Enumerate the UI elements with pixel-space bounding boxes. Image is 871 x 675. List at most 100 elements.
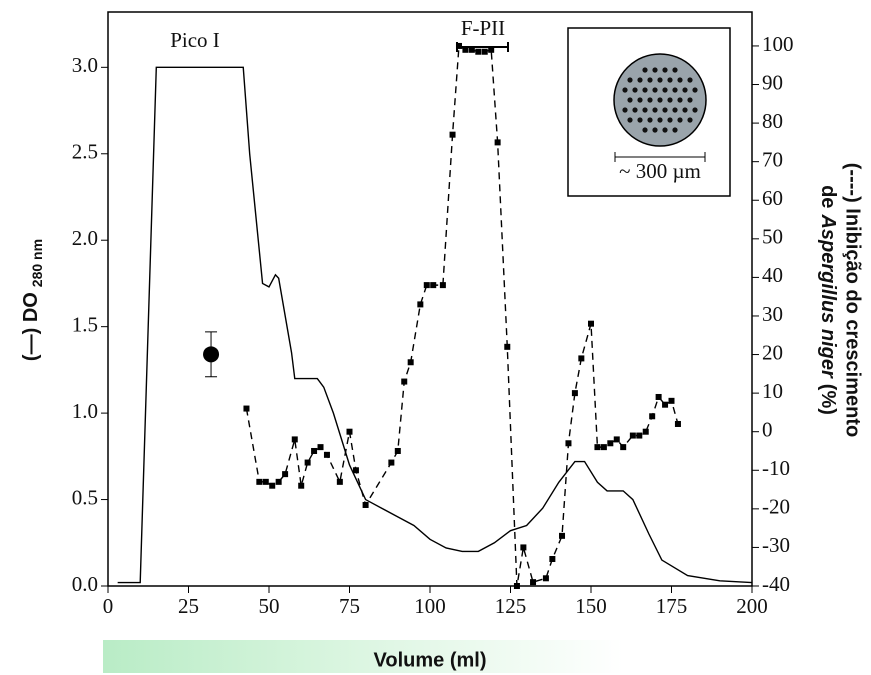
marker — [269, 482, 276, 489]
x-tick-label: 100 — [414, 594, 446, 618]
y-tick-label: 0.5 — [72, 485, 98, 509]
marker — [629, 432, 636, 439]
marker — [352, 467, 359, 474]
scale-bar — [614, 152, 706, 162]
marker — [600, 444, 607, 451]
marker — [423, 282, 430, 289]
marker — [282, 471, 289, 478]
y2-tick-label: -10 — [762, 456, 790, 480]
y2-tick-label: 60 — [762, 186, 783, 210]
marker — [455, 42, 462, 49]
x-tick-label: 50 — [259, 594, 280, 618]
y-axis-label: (—) DO 280 nm — [20, 239, 44, 361]
annotation: Pico I — [170, 28, 220, 52]
x-tick-label: 0 — [103, 594, 114, 618]
marker — [298, 482, 305, 489]
marker — [565, 440, 572, 447]
x-tick-label: 25 — [178, 594, 199, 618]
y2-label-part: Aspergillus niger — [817, 213, 839, 379]
marker — [475, 48, 482, 55]
point — [203, 346, 220, 363]
y-tick-label: 3.0 — [72, 53, 98, 77]
inset: ~ 300 µm — [567, 27, 731, 197]
x-tick-label: 200 — [736, 594, 768, 618]
marker — [256, 478, 263, 485]
marker — [513, 583, 520, 589]
marker — [559, 532, 566, 539]
marker — [642, 428, 649, 435]
marker — [649, 413, 656, 420]
marker — [449, 131, 456, 138]
marker — [388, 459, 395, 466]
marker — [401, 378, 408, 385]
marker — [655, 393, 662, 400]
y-tick-label: 2.5 — [72, 140, 98, 164]
marker — [275, 478, 282, 485]
marker — [549, 555, 556, 562]
y2-axis-label: (----) Inibição do crescimento — [842, 163, 864, 437]
marker — [346, 428, 353, 435]
marker — [291, 436, 298, 443]
y-tick-label: 1.0 — [72, 399, 98, 423]
y2-tick-label: 90 — [762, 70, 783, 94]
y2-tick-label: 70 — [762, 147, 783, 171]
y-tick-label: 2.0 — [72, 226, 98, 250]
marker — [362, 501, 369, 508]
y2-tick-label: 10 — [762, 379, 783, 403]
marker — [594, 444, 601, 451]
y-label-sub: 280 nm — [29, 239, 45, 287]
series-line — [117, 66, 753, 584]
y2-tick-label: 50 — [762, 225, 783, 249]
x-label-band — [103, 640, 623, 673]
marker — [394, 447, 401, 454]
marker — [407, 359, 414, 366]
y2-tick-label: -20 — [762, 495, 790, 519]
marker — [317, 444, 324, 451]
marker — [504, 343, 511, 350]
particle-pores — [622, 67, 698, 133]
marker — [243, 405, 250, 412]
y2-tick-label: -40 — [762, 572, 790, 596]
marker — [674, 420, 681, 427]
y2-tick-label: 80 — [762, 109, 783, 133]
marker — [668, 397, 675, 404]
marker — [530, 579, 537, 586]
marker — [542, 575, 549, 582]
annotation: ~ 300 µm — [619, 159, 701, 183]
y2-tick-label: 20 — [762, 340, 783, 364]
x-tick-label: 175 — [656, 594, 688, 618]
marker — [262, 478, 269, 485]
y2-axis-label: de Aspergillus niger (%) — [817, 185, 839, 415]
y2-tick-label: 40 — [762, 263, 783, 287]
marker — [417, 301, 424, 308]
marker — [494, 139, 501, 146]
marker — [462, 46, 469, 53]
x-tick-label: 75 — [339, 594, 360, 618]
marker — [311, 447, 318, 454]
marker — [323, 451, 330, 458]
marker — [662, 401, 669, 408]
marker — [588, 320, 594, 327]
marker — [520, 544, 527, 551]
marker — [578, 355, 585, 362]
marker — [571, 390, 578, 397]
y-tick-label: 0.0 — [72, 572, 98, 596]
marker — [468, 46, 475, 53]
y2-tick-label: 0 — [762, 418, 773, 442]
y2-tick-label: 100 — [762, 32, 794, 56]
annotation: F-PII — [461, 16, 505, 40]
marker — [488, 46, 495, 53]
marker — [636, 432, 643, 439]
x-axis-label: Volume (ml) — [374, 649, 487, 671]
x-tick-label: 150 — [575, 594, 607, 618]
y-tick-label: 1.5 — [72, 312, 98, 336]
marker — [430, 282, 437, 289]
y2-label-part: (%) — [817, 384, 839, 415]
y2-tick-label: 30 — [762, 302, 783, 326]
marker — [304, 459, 311, 466]
x-tick-label: 125 — [495, 594, 527, 618]
marker — [439, 282, 446, 289]
marker — [481, 48, 488, 55]
marker — [607, 440, 614, 447]
